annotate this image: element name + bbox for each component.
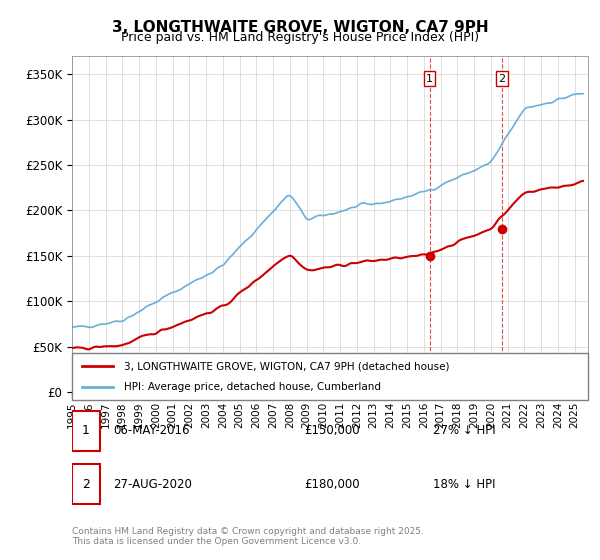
Text: 2: 2 <box>498 74 505 83</box>
Text: Contains HM Land Registry data © Crown copyright and database right 2025.
This d: Contains HM Land Registry data © Crown c… <box>72 526 424 546</box>
Text: £150,000: £150,000 <box>304 424 360 437</box>
FancyBboxPatch shape <box>72 464 100 504</box>
Text: 1: 1 <box>426 74 433 83</box>
Text: 2: 2 <box>82 478 90 491</box>
Text: Price paid vs. HM Land Registry's House Price Index (HPI): Price paid vs. HM Land Registry's House … <box>121 31 479 44</box>
FancyBboxPatch shape <box>72 353 588 400</box>
Text: 27% ↓ HPI: 27% ↓ HPI <box>433 424 496 437</box>
Text: 18% ↓ HPI: 18% ↓ HPI <box>433 478 496 491</box>
Text: £180,000: £180,000 <box>304 478 360 491</box>
Text: 3, LONGTHWAITE GROVE, WIGTON, CA7 9PH: 3, LONGTHWAITE GROVE, WIGTON, CA7 9PH <box>112 20 488 35</box>
FancyBboxPatch shape <box>72 410 100 451</box>
Text: 27-AUG-2020: 27-AUG-2020 <box>113 478 192 491</box>
Text: HPI: Average price, detached house, Cumberland: HPI: Average price, detached house, Cumb… <box>124 382 380 392</box>
Text: 3, LONGTHWAITE GROVE, WIGTON, CA7 9PH (detached house): 3, LONGTHWAITE GROVE, WIGTON, CA7 9PH (d… <box>124 361 449 371</box>
Text: 1: 1 <box>82 424 90 437</box>
Text: 06-MAY-2016: 06-MAY-2016 <box>113 424 190 437</box>
